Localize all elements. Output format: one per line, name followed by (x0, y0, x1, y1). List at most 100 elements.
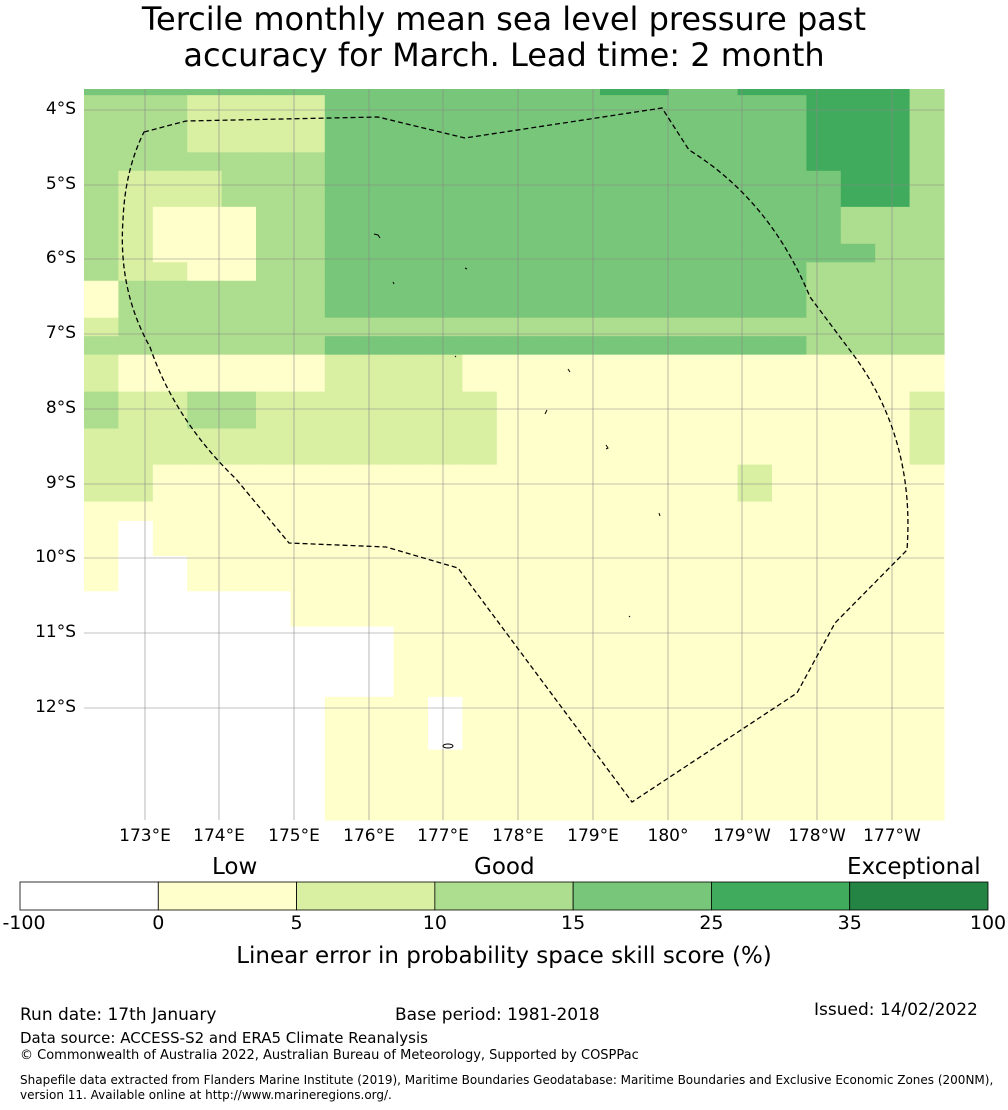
grid-cell (600, 661, 635, 680)
island (392, 281, 395, 285)
grid-cell (565, 501, 601, 522)
grid-cell (428, 608, 463, 628)
grid-cell (668, 95, 704, 135)
grid-cell (324, 802, 360, 821)
grid-cell (806, 483, 842, 503)
grid-cell (221, 447, 257, 466)
grid-cell (531, 95, 567, 135)
grid-cell (909, 696, 945, 716)
grid-cell (531, 767, 567, 786)
grid-cell (496, 608, 532, 628)
grid-cell (152, 483, 188, 503)
grid-cell (428, 428, 463, 448)
grid-cell (703, 206, 739, 226)
grid-cell (84, 784, 119, 803)
grid-cell (634, 784, 670, 803)
grid-cell (221, 749, 257, 768)
longitude-label: 176°E (343, 826, 395, 846)
grid-cell (496, 714, 532, 733)
grid-cell (806, 661, 842, 680)
grid-cell (187, 714, 223, 733)
grid-cell (118, 299, 154, 319)
grid-cell (496, 679, 532, 698)
latitude-label: 4°S (45, 99, 76, 119)
base-period: Base period: 1981-2018 (395, 1005, 600, 1025)
grid-cell (806, 732, 842, 751)
grid-cell (909, 170, 945, 208)
grid-cell (152, 661, 188, 680)
colorbar-segment (296, 881, 436, 911)
grid-cell (909, 644, 945, 663)
grid-cell (909, 299, 945, 319)
grid-cell (703, 133, 739, 153)
grid-cell (393, 679, 429, 698)
grid-cell (909, 802, 945, 821)
grid-cell (84, 732, 119, 751)
grid-cell (393, 732, 429, 751)
grid-cell (668, 428, 704, 448)
grid-cell (118, 95, 154, 135)
grid-cell (118, 410, 154, 430)
longitude-label: 178°E (492, 826, 544, 846)
grid-cell (324, 696, 360, 716)
grid-cell (806, 714, 842, 733)
grid-cell (565, 354, 601, 374)
longitude-label: 175°E (268, 826, 320, 846)
grid-cell (565, 732, 601, 751)
grid-cell (531, 133, 567, 153)
grid-cell (909, 225, 945, 245)
grid-cell (462, 591, 498, 610)
grid-cell (324, 206, 360, 226)
grid-cell (462, 280, 498, 300)
grid-cell (187, 679, 223, 698)
grid-cell (393, 373, 429, 393)
grid-cell (531, 280, 567, 300)
grid-cell (256, 626, 291, 645)
grid-cell (737, 206, 773, 226)
grid-cell (840, 626, 876, 645)
grid-cell (875, 573, 911, 592)
grid-cell (668, 483, 704, 503)
grid-cell (806, 243, 842, 263)
grid-cell (909, 280, 945, 300)
grid-cell (875, 206, 911, 226)
grid-cell (840, 520, 876, 540)
grid-cell (531, 784, 567, 803)
legend-category-exceptional: Exceptional (847, 854, 981, 880)
grid-cell (909, 573, 945, 592)
grid-cell (256, 767, 291, 786)
grid-cell (221, 464, 257, 485)
grid-cell (737, 556, 773, 575)
grid-cell (221, 410, 257, 430)
grid-cell (634, 428, 670, 448)
grid-cell (840, 538, 876, 557)
grid-cell (565, 749, 601, 768)
grid-cell (118, 464, 154, 485)
grid-cell (634, 280, 670, 300)
grid-cell (462, 133, 498, 153)
grid-cell (909, 262, 945, 282)
grid-cell (393, 520, 429, 540)
grid-cell (256, 661, 291, 680)
longitude-label: 178°W (788, 826, 846, 846)
grid-cell (703, 225, 739, 245)
grid-cell (806, 767, 842, 786)
grid-cell (531, 428, 567, 448)
grid-cell (600, 608, 635, 628)
grid-cell (428, 767, 463, 786)
grid-cell (668, 573, 704, 592)
grid-cell (806, 447, 842, 466)
grid-cell (118, 243, 154, 263)
grid-cell (187, 373, 223, 393)
grid-cell (668, 556, 704, 575)
grid-cell (875, 767, 911, 786)
grid-cell (462, 696, 498, 716)
grid-cell (565, 299, 601, 319)
grid-cell (221, 767, 257, 786)
grid-cell (737, 447, 773, 466)
grid-cell (772, 373, 807, 393)
grid-cell (152, 170, 188, 208)
grid-cell (634, 679, 670, 698)
grid-cell (634, 410, 670, 430)
grid-cell (668, 280, 704, 300)
